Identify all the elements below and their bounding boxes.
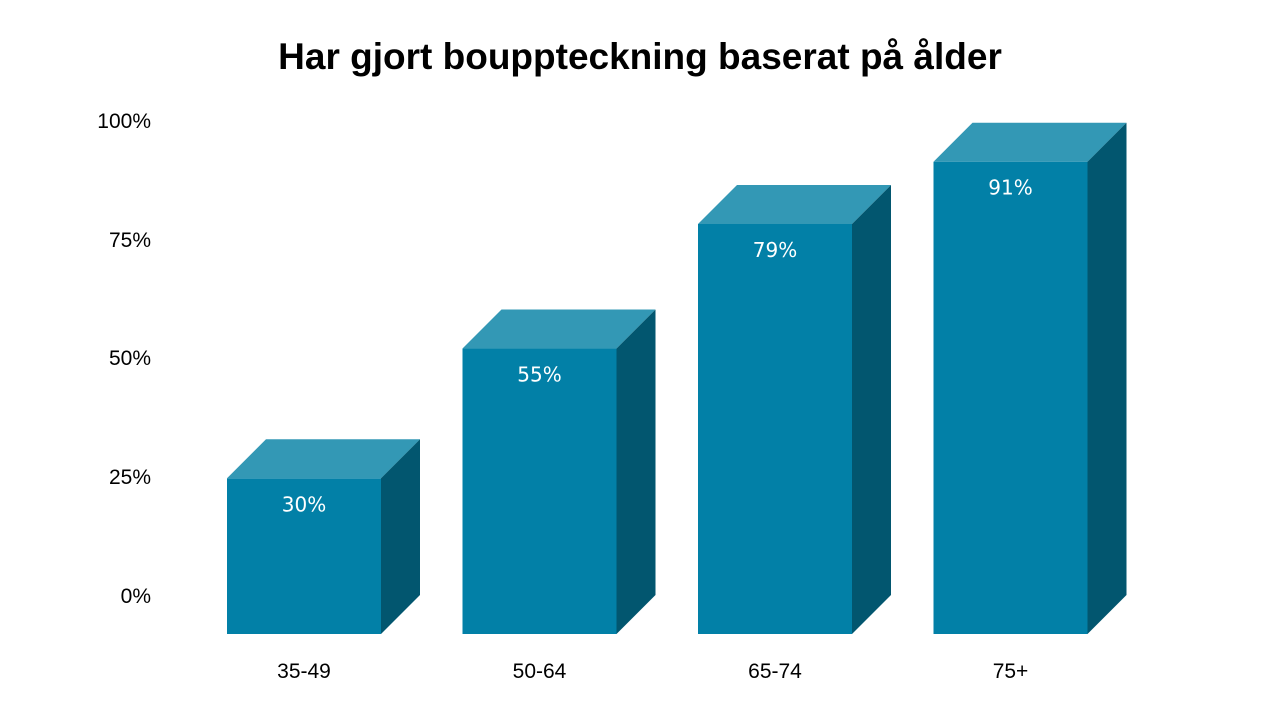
x-tick-label: 65-74: [748, 660, 802, 683]
y-tick-label: 100%: [97, 110, 151, 133]
bar-front: [933, 161, 1088, 634]
bar: 55%: [462, 309, 656, 634]
y-tick-label: 25%: [109, 466, 151, 489]
data-label: 79%: [753, 238, 797, 262]
bar-front: [698, 223, 852, 635]
bar-top: [933, 122, 1127, 162]
bar: 91%: [933, 122, 1127, 635]
data-label: 91%: [988, 176, 1032, 200]
data-label: 30%: [282, 492, 326, 516]
x-tick-label: 75+: [993, 660, 1029, 683]
bars: 30% 55% 79% 91%: [227, 122, 1127, 635]
bar-front: [462, 348, 617, 634]
y-tick-label: 75%: [109, 229, 151, 252]
y-tick-label: 0%: [121, 585, 151, 608]
bar-side: [852, 184, 891, 635]
bar-front: [227, 478, 381, 634]
x-axis: 35-49 50-64 65-74 75+: [277, 660, 1028, 683]
bar: 79%: [698, 184, 891, 635]
bar-side: [616, 309, 656, 634]
x-tick-label: 50-64: [513, 660, 567, 683]
y-tick-label: 50%: [109, 347, 151, 370]
bar-top: [462, 309, 656, 349]
chart-title: Har gjort bouppteckning baserat på ålder: [278, 36, 1002, 77]
bar: 30%: [227, 439, 420, 634]
bar-side: [1087, 122, 1127, 635]
bar-side: [381, 439, 420, 634]
data-label: 55%: [517, 363, 561, 387]
bar-top: [698, 184, 891, 224]
x-tick-label: 35-49: [277, 660, 331, 683]
bar-top: [227, 439, 420, 479]
y-axis: 0% 25% 50% 75% 100%: [97, 110, 151, 608]
